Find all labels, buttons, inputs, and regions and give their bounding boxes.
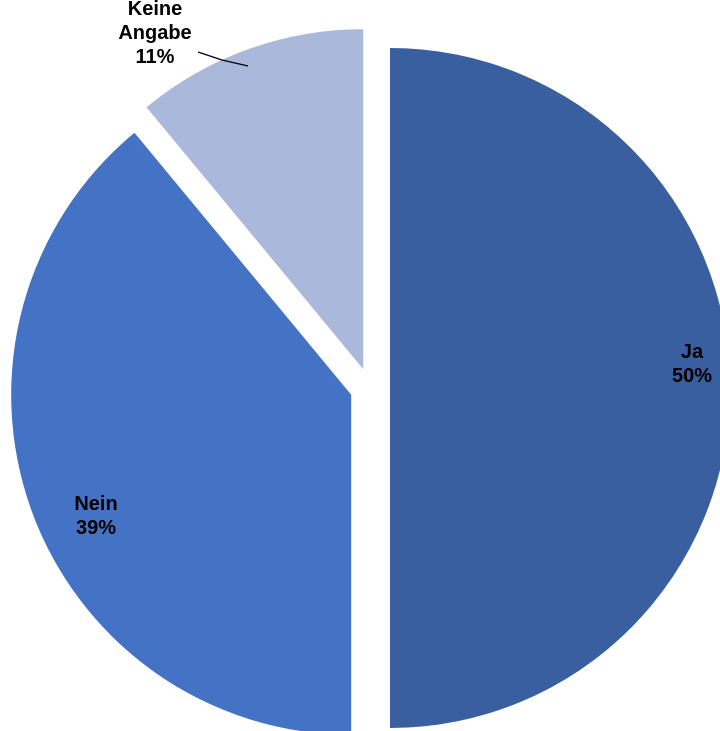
slice-label: Nein 39% [74,493,117,539]
pie-slice-keine-angabe [146,29,364,370]
slice-category-label: Keine [128,0,182,20]
slice-value-label: 11% [136,46,175,68]
slice-label: Ja 50% [672,341,712,387]
slice-value-label: 50% [672,365,712,387]
slice-label: Keine Angabe 11% [118,0,191,68]
pie-slice-ja [390,48,720,728]
slice-value-label: 39% [76,517,116,539]
slice-category-label: Nein [74,493,117,515]
slice-category-label: Ja [681,341,704,363]
pie-slice-nein [11,132,352,731]
slice-category-label: Angabe [118,22,191,44]
leader-line [197,51,249,67]
